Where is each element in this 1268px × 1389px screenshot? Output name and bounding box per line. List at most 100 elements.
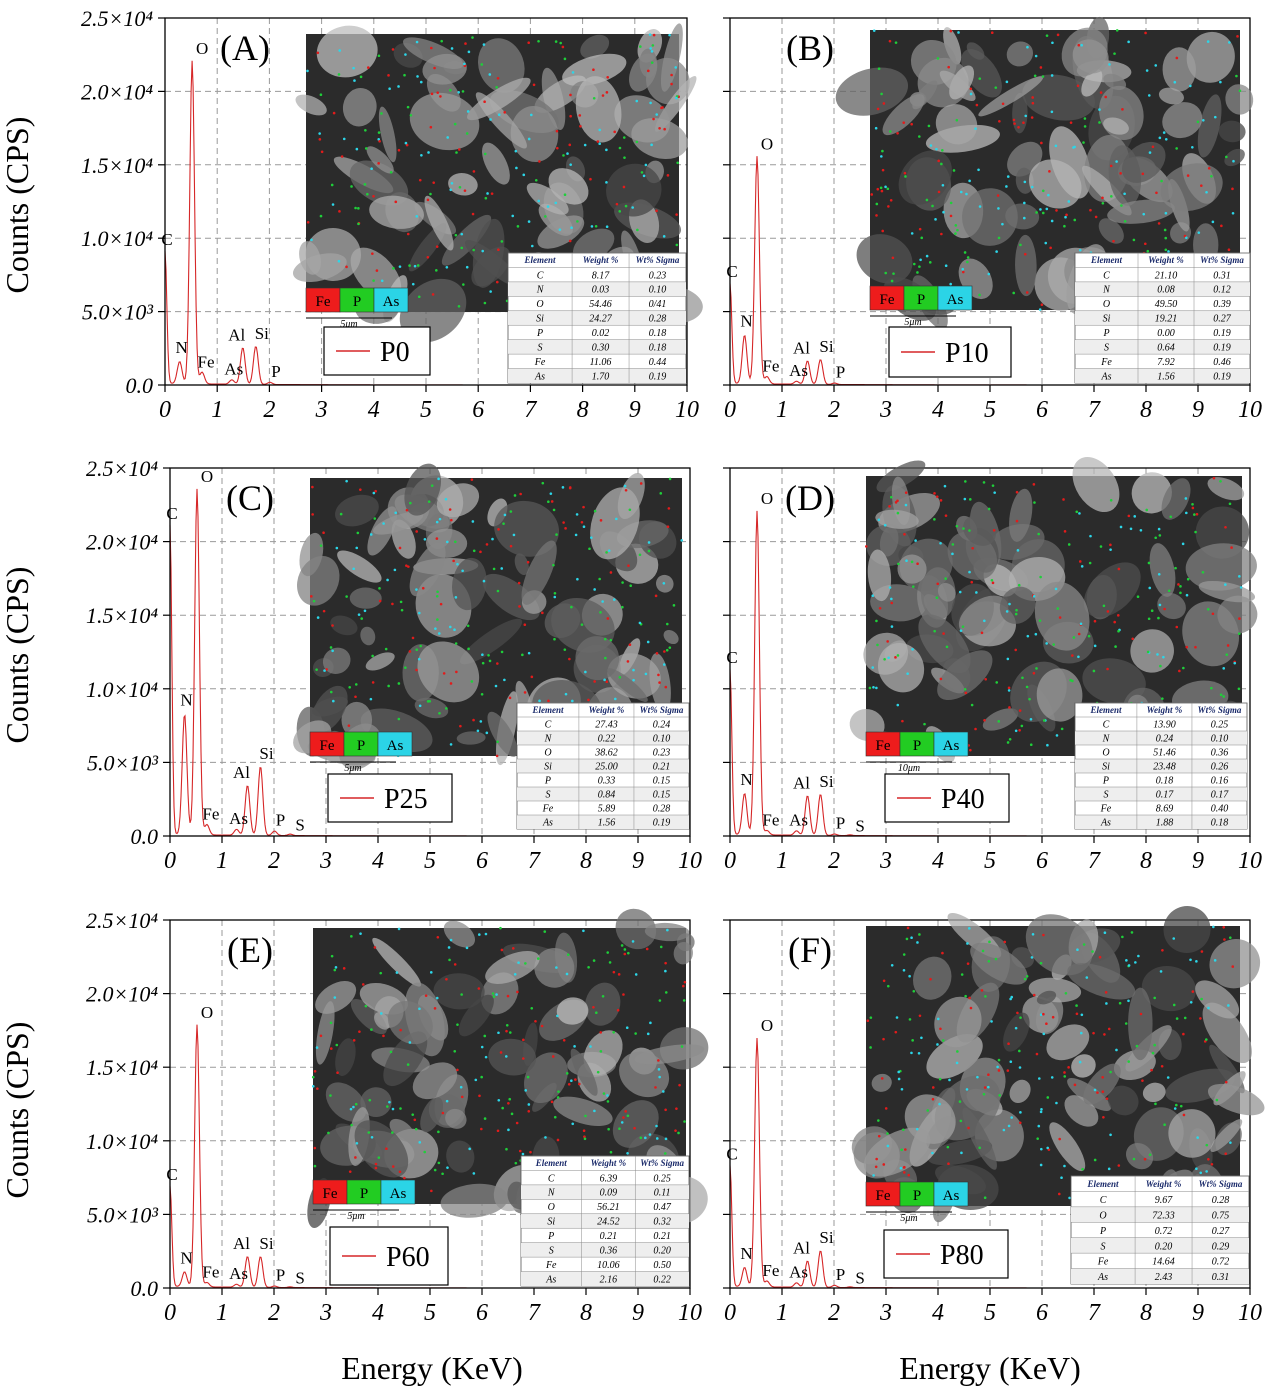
element-map-dot [1235, 74, 1238, 78]
scale-bar-label: 5μm [340, 319, 357, 330]
element-map-dot [1077, 655, 1080, 659]
element-map-dot [896, 703, 900, 707]
element-map-dot [886, 640, 889, 643]
element-map-dot [345, 595, 348, 598]
element-map-dot [483, 152, 487, 156]
element-map-dot [618, 210, 622, 213]
element-map-dot [593, 588, 596, 591]
element-map-dot [1210, 175, 1213, 178]
sem-particle [877, 643, 925, 693]
element-map-dot [1147, 561, 1151, 565]
element-map-dot [1157, 222, 1161, 225]
element-map-dot [1045, 642, 1048, 645]
element-map-dot [1133, 515, 1137, 518]
sem-particle [445, 1108, 467, 1129]
sem-particle [1130, 629, 1174, 673]
element-map-dot [350, 935, 353, 938]
element-map-dot [553, 637, 556, 641]
chart-panel-p60: 0 1 2 3 4 5 6 7 8 9 100.05.0×10³1.0×10⁴1.5×10⁴2.0×… [86, 908, 709, 1326]
table-cell: P [544, 776, 551, 787]
sem-particle [1207, 477, 1245, 501]
element-map-dot [654, 594, 658, 598]
element-map-dot [629, 584, 632, 588]
element-map-dot [592, 68, 595, 72]
element-map-dot [1228, 502, 1232, 506]
element-map-dot [336, 1071, 339, 1075]
element-map-dot [559, 41, 562, 45]
element-map-dot [621, 581, 624, 584]
element-map-dot [605, 148, 608, 152]
element-map-dot [624, 488, 628, 492]
element-map-dot [1014, 612, 1018, 616]
element-map-dot [424, 994, 428, 997]
element-map-dot [1158, 534, 1162, 537]
legend-label: P60 [386, 1242, 430, 1273]
element-map-dot [470, 478, 474, 481]
x-tick-label: 9 [632, 848, 644, 874]
element-map-dot [632, 668, 635, 672]
element-map-dot [497, 1098, 501, 1102]
element-map-dot [1183, 234, 1187, 238]
element-map-dot [1006, 175, 1010, 178]
element-map-dot [661, 106, 664, 109]
element-map-dot [398, 1170, 402, 1174]
element-map-dot [877, 1134, 881, 1138]
table-cell: 0.40 [1211, 804, 1229, 815]
table-cell: 0.19 [1213, 371, 1231, 382]
table-cell: 0.26 [1211, 762, 1229, 773]
element-map-dot [894, 656, 897, 659]
element-map-dot [517, 581, 521, 585]
element-map-dot [371, 252, 374, 255]
element-map-dot [876, 643, 879, 647]
table-cell: C [1103, 720, 1110, 731]
element-map-dot [508, 696, 512, 700]
x-tick-label: 7 [1088, 848, 1101, 874]
element-map-dot [508, 1097, 512, 1101]
element-map-dot [903, 171, 907, 175]
element-map-dot [538, 160, 541, 163]
element-map-dot [590, 536, 593, 539]
element-map-dot [902, 1128, 905, 1132]
element-map-dot [1157, 527, 1161, 531]
sem-particle [1121, 141, 1166, 183]
element-map-dot [916, 941, 919, 944]
element-map-dot [315, 668, 318, 671]
element-map-dot [582, 929, 585, 933]
element-map-dot [1219, 479, 1222, 483]
element-map-dot [897, 1077, 901, 1081]
element-map-dot [507, 1128, 510, 1132]
map-key-swatch-fe [305, 287, 341, 313]
element-map-dot [902, 953, 906, 956]
x-tick-label: 2 [263, 397, 275, 423]
element-map-dot [354, 1102, 358, 1106]
element-map-dot [906, 926, 910, 930]
element-map-dot [646, 69, 650, 73]
map-key-swatch-p [903, 285, 939, 311]
y-tick-label: 0.0 [131, 824, 159, 849]
element-map-dot [1184, 497, 1188, 500]
element-map-dot [1211, 612, 1215, 616]
element-map-dot [1116, 614, 1120, 617]
element-map-dot [538, 699, 541, 703]
element-map-dot [625, 1026, 629, 1030]
element-map-dot [1038, 619, 1042, 622]
element-map-dot [530, 675, 534, 679]
element-map-dot [504, 1055, 508, 1058]
element-map-dot [605, 551, 608, 554]
element-map-dot [1039, 1013, 1043, 1017]
element-map-dot [380, 1012, 383, 1015]
peak-label-n: N [740, 312, 752, 331]
element-map-dot [1127, 1060, 1131, 1063]
element-map-dot [1202, 118, 1205, 122]
sem-particle [366, 146, 394, 174]
element-map-dot [352, 66, 355, 70]
table-cell: 5.89 [598, 804, 616, 815]
sem-particle [316, 25, 378, 78]
peak-label-fe: Fe [202, 1263, 219, 1282]
element-map-dot [521, 1152, 525, 1156]
element-map-dot [592, 959, 596, 962]
element-map-dot [319, 544, 323, 547]
element-map-dot [522, 173, 526, 177]
element-map-dot [636, 228, 639, 232]
